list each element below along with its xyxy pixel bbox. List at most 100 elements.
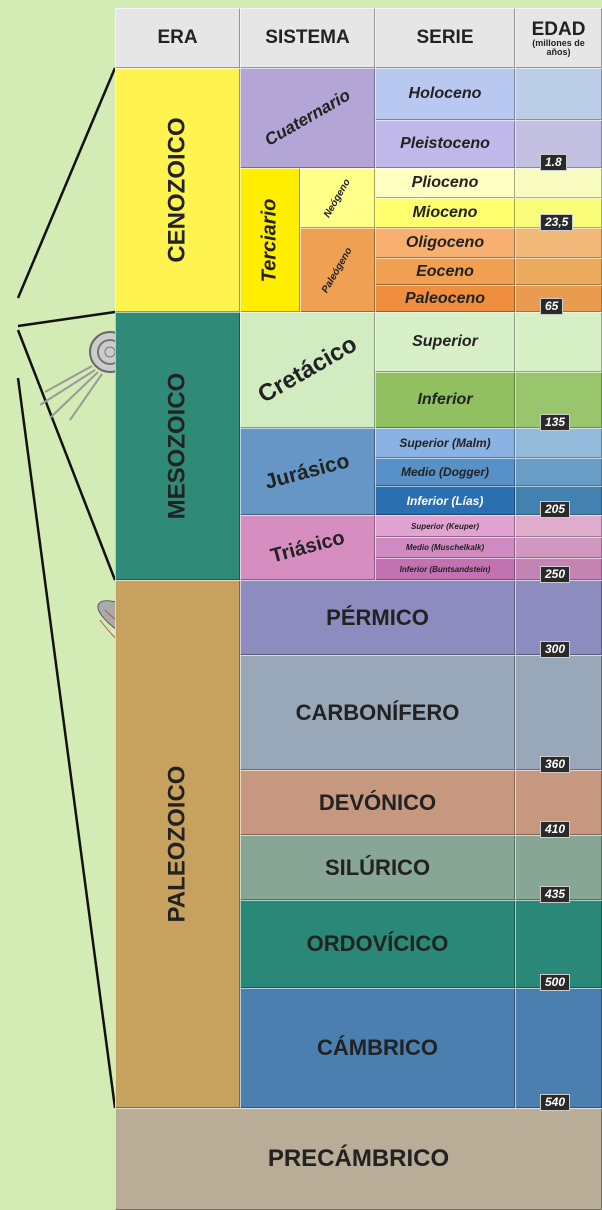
age-label: 300 [540, 641, 571, 658]
cell: Cuaternario [240, 68, 375, 168]
cell: CARBONÍFERO [240, 655, 515, 770]
label: Superior [412, 333, 478, 350]
cell: Superior [375, 312, 515, 372]
label: PRECÁMBRICO [267, 1145, 450, 1172]
age-label: 65 [540, 298, 564, 315]
cell: PRECÁMBRICO [115, 1108, 602, 1210]
label: DEVÓNICO [318, 789, 437, 815]
age-label: 135 [540, 414, 571, 431]
cell: CÁMBRICO [240, 988, 515, 1108]
label: SERIE [416, 27, 474, 48]
cell: Paleoceno [375, 285, 515, 312]
label: Neógeno [322, 176, 353, 220]
age-label: 435 [540, 886, 571, 903]
label: (millones de años) [532, 37, 585, 57]
cell: Inferior [375, 372, 515, 428]
cell [515, 515, 602, 537]
cell [515, 458, 602, 486]
age-label: 205 [540, 501, 571, 518]
cell: PALEOZOICO [115, 580, 240, 1108]
cell: Oligoceno [375, 228, 515, 258]
label: Jurásico [262, 448, 353, 494]
cell: Triásico [240, 515, 375, 580]
cell: SILÚRICO [240, 835, 515, 900]
cell: PÉRMICO [240, 580, 515, 655]
label: SISTEMA [265, 27, 350, 48]
label: Terciario [258, 198, 281, 282]
label: Cuaternario [261, 85, 354, 150]
cell: Cretácico [240, 312, 375, 428]
label: PÉRMICO [326, 604, 429, 630]
cell [515, 655, 602, 770]
cell: DEVÓNICO [240, 770, 515, 835]
cell: Superior (Malm) [375, 428, 515, 458]
label: PALEOZOICO [163, 765, 191, 923]
cell: Mioceno [375, 198, 515, 228]
label: Paleoceno [404, 289, 486, 307]
age-label: 23,5 [540, 214, 574, 231]
cell: EDAD (millones de años) [515, 8, 602, 68]
age-label: 500 [540, 974, 571, 991]
cell: Inferior (Buntsandstein) [375, 558, 515, 580]
cell: Medio (Muschelkalk) [375, 537, 515, 558]
cell: Paleógeno [300, 228, 375, 312]
cell: Inferior (Lías) [375, 486, 515, 515]
label: CARBONÍFERO [295, 699, 460, 725]
label: Paleógeno [320, 245, 355, 295]
label: Holoceno [408, 85, 482, 102]
age-label: 1.8 [540, 154, 567, 171]
label: Medio (Dogger) [401, 465, 489, 479]
cell [515, 537, 602, 558]
label: Inferior [417, 391, 473, 408]
cell: Pleistoceno [375, 120, 515, 168]
cell [515, 168, 602, 198]
label: MESOZOICO [163, 372, 191, 520]
cell: Holoceno [375, 68, 515, 120]
label: SILÚRICO [324, 854, 431, 880]
cell [515, 428, 602, 458]
age-label: 410 [540, 821, 571, 838]
cell: SERIE [375, 8, 515, 68]
cell: SISTEMA [240, 8, 375, 68]
label: Superior (Keuper) [410, 521, 479, 531]
cell: Eoceno [375, 258, 515, 285]
cell [515, 68, 602, 120]
decoration [16, 67, 115, 1109]
label: Triásico [267, 526, 347, 568]
cell: Jurásico [240, 428, 375, 515]
label: Eoceno [416, 262, 474, 280]
cell: Neógeno [300, 168, 375, 228]
cell: Plioceno [375, 168, 515, 198]
label: ERA [157, 27, 198, 48]
cell: MESOZOICO [115, 312, 240, 580]
label: EDAD [531, 18, 586, 40]
label: CÁMBRICO [317, 1035, 438, 1060]
label: Inferior (Buntsandstein) [399, 564, 491, 574]
label: Medio (Muschelkalk) [405, 543, 485, 552]
cell: ERA [115, 8, 240, 68]
cell: Superior (Keuper) [375, 515, 515, 537]
age-label: 540 [540, 1094, 571, 1111]
cell: CENOZOICO [115, 68, 240, 312]
ammonite [39, 331, 115, 421]
label: ORDOVÍCICO [306, 931, 449, 956]
cell [515, 312, 602, 372]
label: Oligoceno [405, 234, 485, 251]
label: Mioceno [412, 204, 478, 221]
cell: ORDOVÍCICO [240, 900, 515, 988]
cell [515, 988, 602, 1108]
cell: Terciario [240, 168, 300, 312]
label: Cretácico [253, 330, 362, 409]
label: CENOZOICO [163, 117, 191, 263]
age-label: 360 [540, 756, 571, 773]
label: Superior (Malm) [399, 436, 491, 450]
age-label: 250 [540, 566, 571, 583]
cell [515, 228, 602, 258]
cell [515, 258, 602, 285]
label: Plioceno [411, 174, 479, 191]
cell [515, 900, 602, 988]
cell: Medio (Dogger) [375, 458, 515, 486]
label: Inferior (Lías) [406, 493, 484, 508]
label: Pleistoceno [400, 135, 490, 152]
